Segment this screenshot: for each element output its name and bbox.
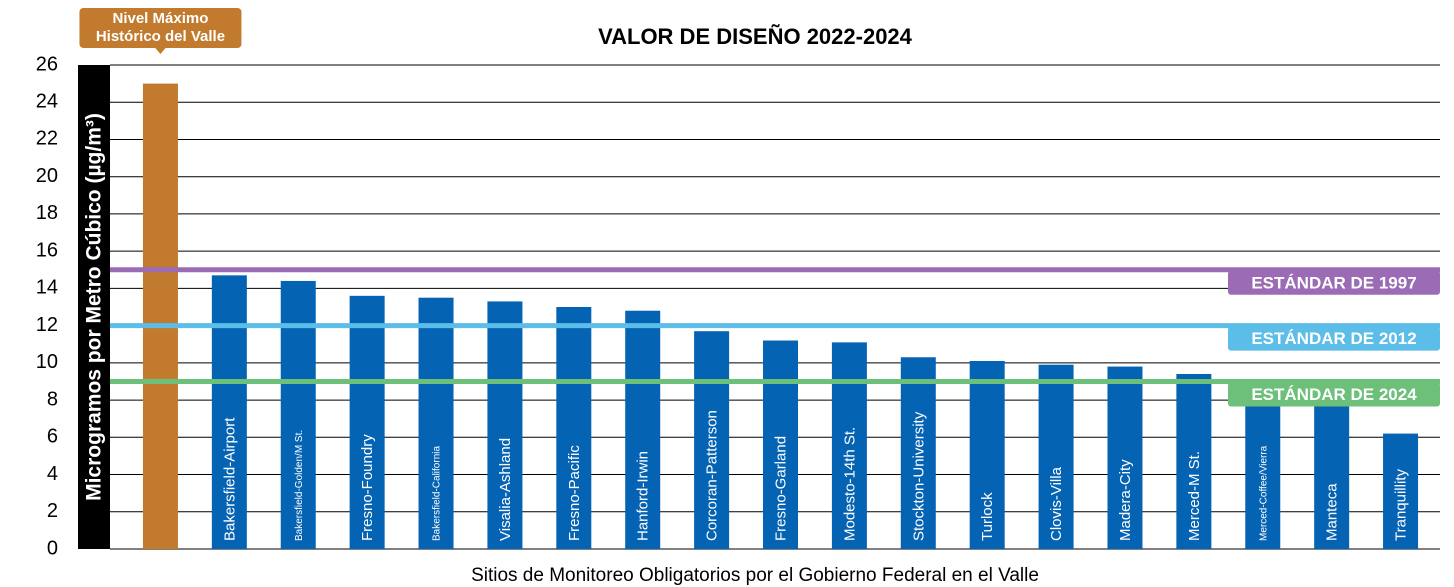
bar [418,297,454,549]
x-tick-label: Bakersfield-California [432,446,443,541]
x-axis-label: Sitios de Monitoreo Obligatorios por el … [471,565,1039,586]
x-tick-label: Manteca [1324,483,1341,541]
bar [969,360,1005,549]
y-tick-label: 20 [36,165,58,187]
x-tick-label: Bakersfield-Airport [221,417,238,541]
bar [831,342,867,549]
y-tick-label: 8 [47,388,58,410]
reference-label-box [1228,326,1440,351]
x-tick-label: Turlock [979,492,996,541]
bar [487,301,523,549]
bar [694,331,730,549]
annotation-pointer [154,47,167,54]
y-tick-label: 12 [36,314,58,336]
bar [556,307,592,549]
y-tick-label: 0 [47,537,58,559]
bar [1314,400,1350,549]
x-tick-label: Merced-Coffee/Vierra [1258,445,1269,541]
x-tick-label: Fresno-Pacific [566,445,583,541]
bar [625,310,661,549]
y-tick-label: 26 [36,53,58,75]
bar [1383,433,1419,549]
bar [1038,364,1074,549]
x-tick-label: Stockton-University [910,411,927,541]
x-tick-label: Corcoran-Patterson [704,410,721,541]
y-tick-label: 22 [36,128,58,150]
annotation-box [79,8,242,48]
bar [1245,400,1281,549]
reference-label: ESTÁNDAR DE 1997 [1251,273,1416,292]
bar [1176,374,1212,549]
x-tick-label: Bakersfield-Golden/M St. [294,430,305,541]
bar [900,357,936,549]
y-tick-label: 2 [47,500,58,522]
x-tick-label: Fresno-Foundry [359,434,376,541]
x-tick-label: Hanford-Irwin [635,451,652,541]
x-tick-label: Tranquillity [1393,469,1410,541]
reference-label: ESTÁNDAR DE 2012 [1251,329,1416,348]
x-tick-label: Madera-City [1117,459,1134,541]
x-tick-label: Clovis-Villa [1048,466,1065,541]
y-tick-label: 10 [36,351,58,373]
bar [349,295,385,549]
y-tick-label: 14 [36,277,58,299]
chart-title: VALOR DE DISEÑO 2022-2024 [598,24,913,49]
reference-label-box [1228,270,1440,295]
x-tick-label: Merced-M St. [1186,451,1203,541]
bar [142,83,178,549]
x-tick-label: Modesto-14th St. [841,427,858,541]
y-tick-label: 18 [36,202,58,224]
y-axis-label: Microgramos por Metro Cúbico (µg/m³) [83,113,106,501]
y-axis-band [78,65,110,549]
y-tick-label: 24 [36,91,58,113]
reference-label: ESTÁNDAR DE 2024 [1251,385,1417,404]
y-tick-label: 4 [47,463,58,485]
y-tick-label: 16 [36,239,58,261]
bar [763,340,798,549]
x-tick-label: Fresno-Garland [772,436,789,541]
bar [1107,366,1143,549]
annotation-text: Histórico del Valle [96,28,225,45]
bar [211,275,247,549]
reference-label-box [1228,382,1440,407]
annotation-text: Nivel Máximo [113,10,209,27]
y-tick-label: 6 [47,426,58,448]
x-tick-label: Visalia-Ashland [497,438,514,541]
